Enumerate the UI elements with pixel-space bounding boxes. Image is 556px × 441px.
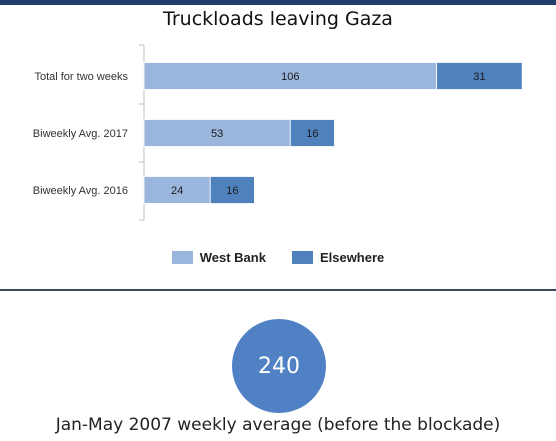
- bar-chart: Total for two weeks 106 31 Biweekly Avg. 20…: [33, 44, 523, 221]
- legend-swatch-elsewhere: [291, 251, 313, 264]
- bar-elsewhere: [436, 62, 523, 90]
- legend-item-west-bank: West Bank: [171, 250, 266, 265]
- chart-legend: West Bank Elsewhere: [0, 250, 556, 265]
- bar-elsewhere: [209, 176, 255, 204]
- section-divider: [0, 289, 556, 291]
- bar-elsewhere: [289, 119, 335, 147]
- bar-west-bank: [143, 119, 291, 147]
- legend-item-elsewhere: Elsewhere: [291, 250, 385, 265]
- legend-swatch-west-bank: [171, 251, 193, 264]
- data-label: 106: [281, 71, 299, 83]
- top-accent-strip: [0, 0, 556, 5]
- legend-label-west-bank: West Bank: [199, 250, 266, 265]
- data-label: 24: [171, 185, 183, 197]
- bar-west-bank: [143, 176, 211, 204]
- summary-caption: Jan-May 2007 weekly average (before the …: [55, 415, 501, 435]
- category-label: Biweekly Avg. 2017: [33, 128, 128, 140]
- data-label: 53: [211, 128, 223, 140]
- chart-title: Truckloads leaving Gaza: [163, 8, 393, 30]
- category-label: Biweekly Avg. 2016: [33, 185, 128, 197]
- summary-value: 240: [258, 353, 300, 379]
- data-label: 31: [473, 71, 485, 83]
- summary-value-circle: 240: [232, 319, 326, 413]
- legend-label-elsewhere: Elsewhere: [319, 250, 385, 265]
- category-label: Total for two weeks: [34, 71, 128, 83]
- bar-west-bank: [143, 62, 438, 90]
- data-label: 16: [226, 185, 238, 197]
- data-label: 16: [306, 128, 318, 140]
